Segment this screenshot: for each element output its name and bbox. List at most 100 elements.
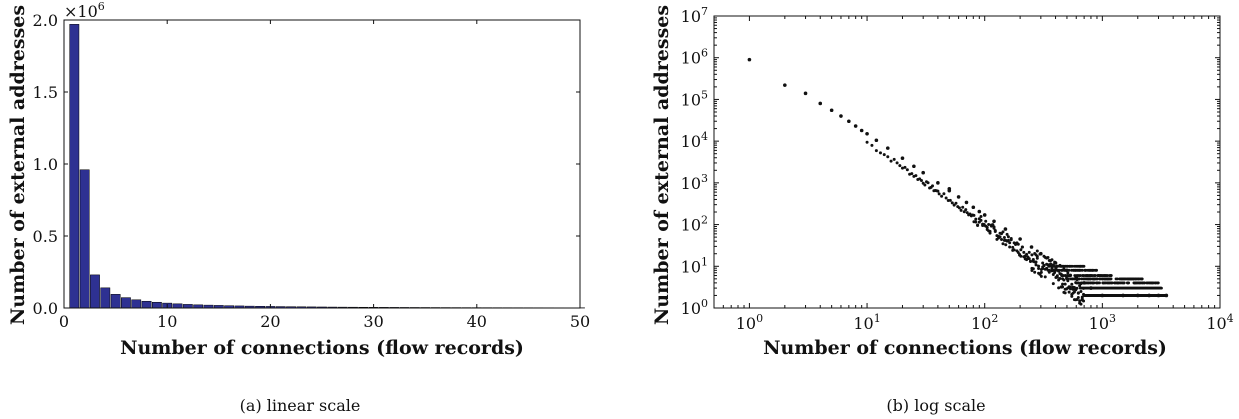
point <box>1076 291 1080 295</box>
point <box>921 170 925 175</box>
linear-ticks: 0 10 20 30 40 50 0.0 0.5 1.0 1.5 2.0 <box>33 11 591 331</box>
point <box>1066 271 1070 275</box>
point <box>1095 277 1099 281</box>
point <box>1055 275 1059 279</box>
point <box>1067 268 1071 272</box>
point <box>1143 281 1147 285</box>
point <box>1110 281 1114 285</box>
log-caption: (b) log scale <box>886 396 985 415</box>
point <box>974 220 978 224</box>
bar <box>69 24 80 309</box>
y-tick-label: 104 <box>681 130 708 151</box>
y-tick-label: 105 <box>681 88 708 109</box>
point <box>1070 264 1074 268</box>
point <box>886 155 890 159</box>
point <box>936 189 940 193</box>
point <box>1027 250 1031 254</box>
point <box>1030 253 1034 257</box>
point <box>979 218 983 222</box>
point <box>1095 268 1098 272</box>
point <box>1127 281 1131 285</box>
point <box>1069 274 1073 277</box>
point <box>1041 267 1045 271</box>
x-tick-label: 40 <box>467 312 487 331</box>
point <box>964 200 969 205</box>
bar-group <box>69 24 585 309</box>
point <box>1034 263 1038 267</box>
linear-x-axis-label: Number of connections (flow records) <box>120 337 524 359</box>
point <box>942 192 946 196</box>
point <box>1079 302 1083 306</box>
x-tick-label: 104 <box>1206 312 1233 333</box>
x-tick-label: 30 <box>363 312 383 331</box>
point <box>1006 238 1010 242</box>
log-plot-frame <box>713 15 1221 309</box>
point <box>1028 259 1032 263</box>
point <box>1057 268 1061 272</box>
point <box>1053 260 1057 264</box>
point <box>1049 262 1053 266</box>
point <box>919 178 923 182</box>
point <box>1164 294 1168 297</box>
point <box>1019 248 1023 252</box>
point <box>1072 286 1076 290</box>
x-tick-label: 101 <box>853 312 880 333</box>
point <box>1001 242 1005 246</box>
x-tick-label: 10 <box>157 312 177 331</box>
x-tick-label: 100 <box>736 312 763 333</box>
point <box>1092 281 1096 285</box>
point <box>1122 281 1126 285</box>
y-tick-label: 101 <box>681 255 708 276</box>
point <box>1067 290 1071 294</box>
point <box>971 205 976 210</box>
point <box>948 198 952 202</box>
point <box>1037 264 1041 268</box>
point <box>1011 245 1015 249</box>
point <box>982 213 987 217</box>
point <box>1061 285 1065 289</box>
point <box>1065 274 1069 277</box>
point <box>1034 260 1038 264</box>
point <box>1061 282 1065 286</box>
point <box>940 194 944 198</box>
point <box>987 223 991 227</box>
bar <box>151 301 162 309</box>
point <box>1016 242 1020 246</box>
linear-y-axis-label: Number of external addresses <box>7 5 29 325</box>
x-tick-label: 102 <box>971 312 998 333</box>
point <box>1043 275 1047 279</box>
x-tick-label: 20 <box>260 312 280 331</box>
bar <box>172 303 183 309</box>
point <box>1053 271 1057 275</box>
log-y-axis-label: Number of external addresses <box>651 5 673 325</box>
point <box>998 235 1002 239</box>
point <box>1080 295 1084 299</box>
point <box>1000 238 1004 242</box>
point <box>1006 235 1010 239</box>
point <box>1079 289 1083 293</box>
point <box>972 213 976 217</box>
point <box>1077 277 1081 281</box>
point <box>1056 264 1060 268</box>
point <box>747 57 752 62</box>
point <box>1066 277 1070 281</box>
point <box>1057 286 1061 290</box>
y-tick-label: 1.0 <box>33 155 58 174</box>
point <box>910 172 914 176</box>
point <box>988 229 992 233</box>
point <box>1035 249 1039 253</box>
point <box>1082 299 1086 303</box>
point <box>992 219 996 224</box>
point <box>1005 232 1009 236</box>
point <box>892 157 896 161</box>
linear-caption: (a) linear scale <box>240 396 361 415</box>
point <box>1047 270 1051 274</box>
point <box>1109 277 1113 281</box>
point <box>859 128 864 133</box>
bar <box>141 300 152 309</box>
point <box>1033 270 1037 274</box>
point <box>889 159 893 163</box>
y-tick-label: 0.0 <box>33 299 58 318</box>
point <box>905 168 909 172</box>
point <box>1025 252 1029 256</box>
